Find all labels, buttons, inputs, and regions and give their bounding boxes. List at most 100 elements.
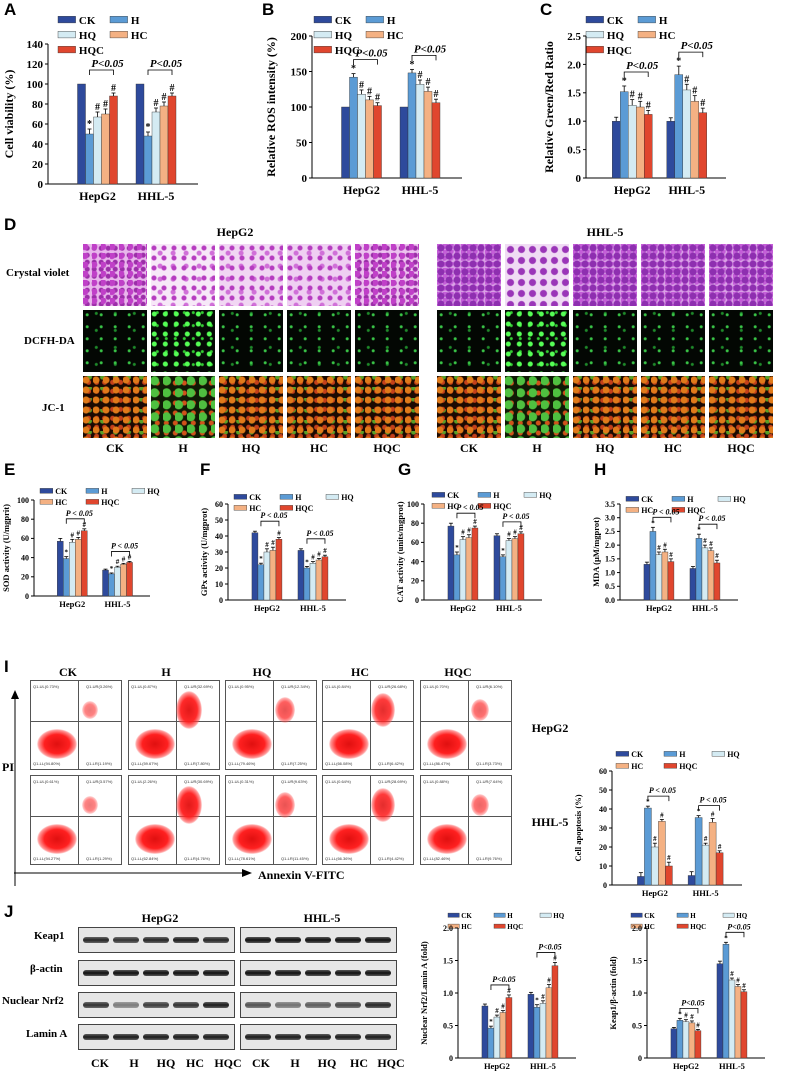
micrograph-jc1-hhl5-ck [437, 376, 501, 438]
flow-apoptotic-cluster [81, 796, 98, 814]
significance-label: P<0.05 [681, 40, 714, 52]
bar-hhl-5-hqc [126, 562, 133, 597]
hash-mark: # [696, 1021, 700, 1029]
hash-mark: # [95, 102, 100, 113]
significance-bracket [89, 69, 114, 75]
micrograph-dcfh-hhl5-h [505, 310, 569, 372]
category-label-hepg2: HepG2 [59, 599, 85, 609]
y-tick-label: 100 [27, 79, 44, 91]
hash-mark: # [684, 74, 689, 85]
legend-label-h: H [679, 750, 686, 759]
blot-strip [78, 927, 235, 953]
hash-mark: # [703, 537, 707, 545]
quadrant-percentage: Q1-LL(62.84%) [131, 856, 159, 861]
bar-hepg2-hc [499, 1012, 507, 1059]
blot-band [245, 970, 271, 976]
chart-gpx-activity: CK H HQ HC HQC 0 10 20 30 40 50 60 GPx activity (U/m… [199, 493, 354, 613]
y-axis-label: Nuclear Nrf2/Lamin A (fold) [419, 941, 429, 1045]
micrograph-jc1-hhl5-hq [573, 376, 637, 438]
col-label-hq: HQ [595, 441, 615, 455]
blot-band [203, 970, 229, 976]
blot-band [113, 1002, 139, 1008]
hash-mark: # [553, 954, 557, 962]
significance-label: P < 0.05 [698, 514, 725, 523]
legend-label-hq: HQ [607, 30, 625, 42]
bar-hhl-5-h [533, 1007, 541, 1059]
hash-mark: # [473, 518, 477, 526]
col-label-hqc: HQC [373, 441, 401, 455]
flow-plot: Q1-UL(0.70%) Q1-UR(6.10%) Q1-LL(86.47%) Q1-… [420, 680, 512, 770]
micrograph-jc1-hepg2-hq [219, 376, 283, 438]
quadrant-percentage: Q1-LR(1.29%) [86, 856, 112, 861]
y-tick-label: 2.0 [605, 541, 615, 550]
significance-bracket [456, 512, 476, 519]
category-label-hepg2: HepG2 [642, 888, 668, 898]
bar-hhl-5-h [695, 538, 703, 601]
blot-band [173, 1034, 199, 1040]
chart-nrf2-lamin: CK H HQ HC HQC 0 0.5 1.0 1.5 2.0 Nuclear Nrf2/Lami… [419, 912, 576, 1071]
y-tick-label: 140 [27, 39, 44, 51]
col-label-h: H [532, 441, 542, 455]
hash-mark: # [669, 551, 673, 559]
y-tick-label: 60 [215, 500, 223, 509]
bar-hhl-5-h [143, 135, 153, 185]
bar-hepg2-hc [688, 1022, 696, 1059]
flow-col-hc: HC [351, 665, 369, 679]
flow-col-ck: CK [59, 665, 77, 679]
legend-label-hc: HC [644, 923, 655, 931]
legend-swatch-ck [615, 751, 630, 757]
quadrant-percentage: Q1-UL(0.70%) [423, 684, 449, 689]
y-tick-label: 30 [215, 548, 223, 557]
hash-mark: # [736, 977, 740, 985]
y-tick-label: 0 [638, 1054, 642, 1063]
hash-mark: # [519, 524, 523, 532]
quadrant-percentage: Q1-UR(30.69%) [184, 779, 213, 784]
micrograph-crystal-violet-hepg2-hqc [355, 244, 419, 306]
bar-hepg2-hq [263, 551, 271, 601]
hash-mark: # [663, 541, 667, 549]
legend-label-h: H [687, 495, 694, 504]
flow-plot: Q1-UL(0.95%) Q1-UR(12.34%) Q1-LL(79.46%) Q1… [225, 680, 317, 770]
blot-band [173, 1002, 199, 1008]
hash-mark: # [667, 854, 671, 862]
quadrant-percentage: Q1-LL(79.46%) [228, 761, 256, 766]
bar-hhl-5-hc [734, 986, 742, 1059]
legend-label-hq: HQ [79, 30, 97, 42]
significance-bracket [353, 59, 378, 65]
legend-label-hq: HQ [335, 30, 353, 42]
legend-label-hqc: HQC [335, 45, 360, 57]
quadrant-percentage: Q1-LR(7.80%) [184, 761, 210, 766]
legend-swatch-hq [585, 31, 604, 39]
micrograph-jc1-hepg2-h [151, 376, 215, 438]
legend-label-h: H [101, 487, 108, 496]
flow-plot: Q1-UL(0.87%) Q1-UR(32.69%) Q1-LL(59.67%) Q1… [128, 680, 220, 770]
y-tick-label: 60 [21, 534, 29, 543]
hash-mark: # [547, 977, 551, 985]
y-tick-label: 1.5 [443, 956, 453, 965]
blot-band [305, 1034, 331, 1040]
significance-label: P < 0.05 [700, 796, 727, 805]
quadrant-percentage: Q1-UR(9.63%) [281, 779, 308, 784]
micrograph-crystal-violet-hepg2-hq [219, 244, 283, 306]
legend-swatch-ck [39, 488, 54, 494]
blot-band [113, 970, 139, 976]
hash-mark: # [715, 552, 719, 560]
legend-swatch-hc [637, 31, 656, 39]
y-tick-label: 100 [407, 500, 419, 509]
quadrant-percentage: Q1-LL(94.27%) [33, 856, 61, 861]
legend-label-h: H [493, 491, 500, 500]
legend-label-hq: HQ [736, 912, 747, 920]
blot-band [365, 1034, 391, 1040]
significance-label: P<0.05 [355, 48, 388, 60]
bar-hepg2-hqc [665, 865, 673, 886]
blot-label-lamin-a: Lamin A [26, 1028, 68, 1040]
hash-mark: # [426, 77, 431, 88]
blot-strip [240, 1024, 397, 1050]
y-tick-label: 3.0 [605, 514, 615, 523]
legend-label-ck: CK [641, 495, 654, 504]
blot-band [245, 937, 271, 943]
quadrant-percentage: Q1-LR(6.42%) [378, 761, 404, 766]
blot-label-keap1: Keap1 [34, 930, 65, 942]
y-tick-label: 0.5 [632, 1021, 642, 1030]
